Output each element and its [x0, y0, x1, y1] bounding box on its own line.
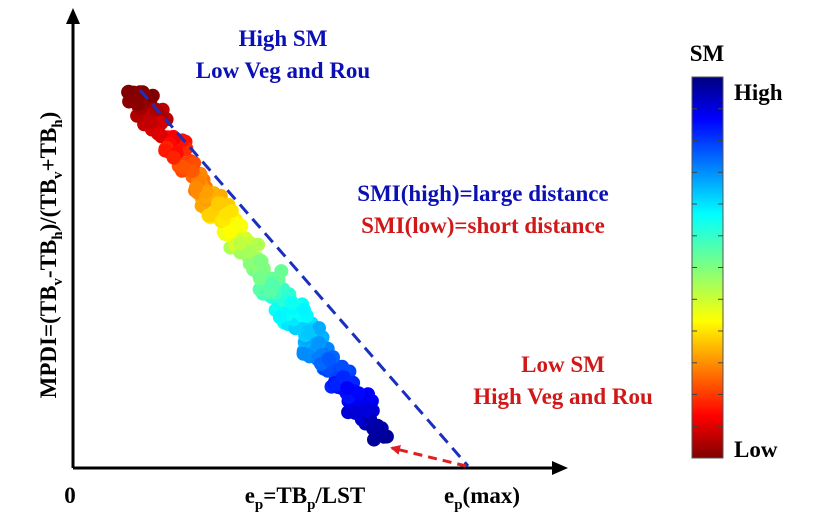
scatter-point	[131, 96, 146, 111]
scatter-point	[335, 359, 350, 374]
scatter-point	[253, 253, 268, 268]
scatter-point	[340, 381, 355, 396]
scatter-point	[265, 276, 279, 291]
scatter-point	[252, 271, 267, 286]
y-label-s3: v	[50, 171, 66, 179]
x-label-end: /LST	[314, 483, 365, 508]
annotation-smi-low: SMI(low)=short distance	[361, 213, 605, 238]
scatter-point	[189, 180, 203, 195]
scatter-point	[311, 336, 325, 351]
scatter-point	[359, 403, 374, 418]
y-axis-arrowhead	[66, 8, 80, 24]
scatter-point	[336, 370, 350, 385]
y-label-p1: MPDI=(TB	[36, 286, 61, 399]
scatter-point	[152, 127, 167, 142]
annotation-low-sm: Low SM High Veg and Rou	[473, 352, 653, 409]
annotation-high-sm-line2: Low Veg and Rou	[196, 58, 371, 83]
x-max-base: e	[444, 483, 454, 508]
scatter-point	[322, 352, 337, 367]
colorbar-low-label: Low	[734, 437, 778, 462]
x-max-rest: (max)	[463, 483, 520, 508]
x-max-sub: p	[454, 497, 462, 513]
scatter-point	[312, 321, 326, 336]
scatter-point	[234, 218, 249, 233]
scatter-point	[233, 236, 248, 251]
colorbar: SM High Low	[690, 41, 783, 462]
scatter-points	[121, 84, 394, 447]
x-label-sub2: p	[307, 497, 315, 513]
scatter-point	[175, 159, 190, 174]
scatter-point	[166, 150, 181, 165]
x-label-mid: =TB	[263, 483, 307, 508]
y-axis-label: MPDI=(TBv-TBh)/(TBv+TBh)	[36, 112, 66, 399]
dry-edge-dashed-line	[138, 89, 470, 467]
x-axis-arrowhead	[552, 461, 568, 475]
y-label-s2: h	[50, 231, 66, 240]
origin-label: 0	[64, 483, 76, 508]
x-label-sub1: p	[255, 497, 263, 513]
colorbar-gradient	[691, 76, 724, 459]
axes	[66, 8, 568, 475]
annotation-low-sm-line2: High Veg and Rou	[473, 384, 653, 409]
scatter-point	[145, 88, 160, 103]
annotation-high-sm-line1: High SM	[239, 26, 328, 51]
y-label-p3: )/(TB	[36, 179, 61, 231]
scatter-point	[153, 115, 168, 130]
scatter-point	[224, 203, 239, 218]
y-label-s1: v	[50, 278, 66, 286]
colorbar-high-label: High	[734, 80, 783, 105]
scatter-point	[297, 302, 311, 317]
colorbar-title: SM	[690, 41, 725, 66]
scatter-point	[143, 115, 158, 130]
annotation-smi-high: SMI(high)=large distance	[357, 181, 608, 206]
scatter-point	[284, 296, 299, 311]
y-label-p4: +TB	[36, 128, 61, 172]
scatter-point	[296, 346, 311, 361]
colorbar-ticks	[692, 108, 723, 427]
y-label-p2: -TB	[36, 240, 61, 278]
scatter-point	[272, 310, 287, 325]
annotation-smi: SMI(high)=large distance SMI(low)=short …	[357, 181, 608, 238]
distance-arrow	[390, 445, 467, 468]
annotation-low-sm-line1: Low SM	[521, 352, 605, 377]
x-axis-label: ep=TBp/LST	[245, 483, 366, 513]
x-max-label: ep(max)	[444, 483, 520, 513]
scatter-point	[366, 421, 381, 436]
annotation-high-sm: High SM Low Veg and Rou	[196, 26, 371, 83]
scatter-point	[222, 225, 237, 239]
x-label-base: e	[245, 483, 255, 508]
y-label-p5: )	[36, 112, 61, 120]
y-label-s4: h	[50, 119, 66, 128]
scatter-point	[300, 325, 315, 340]
scatter-point	[210, 196, 225, 211]
scatter-point	[348, 405, 363, 420]
scatter-point	[351, 386, 366, 401]
